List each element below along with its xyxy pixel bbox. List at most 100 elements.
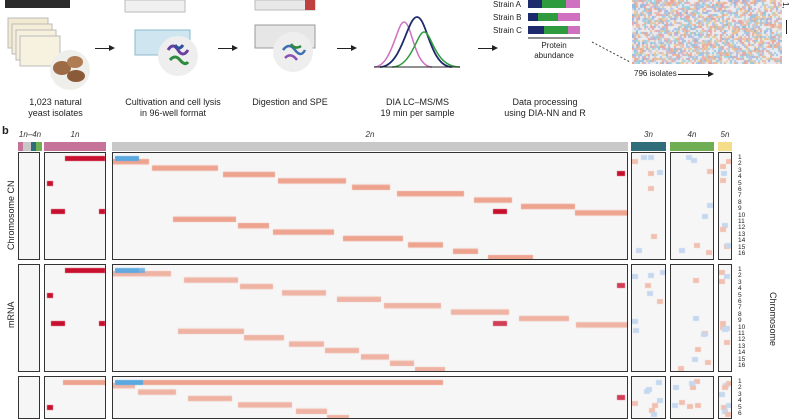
chromosome-number: 16: [738, 362, 746, 369]
chromosome-number: 14: [738, 237, 746, 245]
workflow-arrow: [478, 45, 498, 51]
heatmap-cells: [671, 377, 713, 418]
workflow-arrow: [218, 45, 238, 51]
chromosome-number: 10: [738, 323, 746, 331]
chromosome-number: 6: [738, 410, 742, 417]
heatmap-block: [112, 376, 628, 419]
heatmap-cells: [719, 153, 731, 259]
heatmap-y-arrow: [786, 20, 787, 34]
heatmap-block: [718, 152, 732, 260]
workflow-caption: DIA LC–MS/MS 19 min per sample: [380, 97, 455, 118]
digestion-illustration: [254, 0, 316, 72]
ploidy-label: 3n: [644, 130, 653, 139]
workflow-caption: Cultivation and cell lysis in 96-well fo…: [125, 97, 221, 118]
ploidy-bar-1n: [44, 142, 106, 151]
strain-label: Strain B: [493, 13, 522, 22]
chromatogram-illustration: [373, 16, 461, 68]
chromosome-number: 13: [738, 342, 746, 350]
chromosome-number: 14: [738, 349, 746, 357]
heatmap-block: [44, 152, 106, 260]
chromosome-number: 3: [738, 278, 742, 286]
workflow-arrow: [95, 45, 115, 51]
heatmap-cells: [45, 153, 105, 259]
chromosome-number: 5: [738, 403, 742, 411]
chromosome-number: 3: [738, 390, 742, 398]
chromosome-number: 5: [738, 179, 742, 187]
chromosome-number: 2: [738, 384, 742, 392]
ploidy-bar-mixed: [18, 142, 42, 151]
heatmap-cells: [19, 265, 39, 371]
heatmap-cells: [719, 377, 731, 418]
chromosome-number: 9: [738, 317, 742, 325]
chromosome-number: 4: [738, 173, 742, 181]
heatmap-block: [112, 152, 628, 260]
heatmap-axis-label: 796 isolates: [634, 69, 677, 78]
chromosome-number: 9: [738, 205, 742, 213]
ploidy-label: 5n: [720, 130, 730, 139]
row-label-mrna: mRNA: [6, 301, 16, 329]
protein-abundance-label: Protein abundance: [534, 41, 574, 60]
workflow-caption: 1,023 natural yeast isolates: [28, 97, 83, 118]
strain-label: Strain C: [493, 26, 522, 35]
strain-label: Strain A: [493, 0, 522, 9]
heatmap-cells: [632, 265, 665, 371]
heatmap-cells: [113, 265, 627, 371]
chromosome-number: 11: [738, 330, 745, 337]
ploidy-label: 2n: [365, 130, 375, 139]
workflow-caption: Digestion and SPE: [252, 97, 328, 107]
heatmap-block: [670, 376, 714, 419]
ploidy-bar-5n: [718, 142, 732, 151]
heatmap-block: [670, 264, 714, 372]
heatmap-cells: [632, 153, 665, 259]
chromosome-number: 6: [738, 298, 742, 305]
workflow-arrow: [337, 45, 357, 51]
chromosome-number: 12: [738, 224, 746, 232]
ploidy-label: 1n–4n: [18, 130, 42, 139]
heatmap-axis-arrow: [678, 71, 714, 77]
heatmap-block: [18, 376, 40, 419]
heatmap-block: [18, 264, 40, 372]
chromosome-number: 3: [738, 166, 742, 174]
ploidy-bar-2n: [112, 142, 628, 151]
heatmap-cells: [19, 377, 39, 418]
heatmap-cells: [671, 153, 713, 259]
chromosome-number: 12: [738, 336, 746, 344]
chromosome-number: 13: [738, 230, 746, 238]
heatmap-block: [18, 152, 40, 260]
dashed-connector: [591, 41, 631, 63]
chromosome-number: 2: [738, 272, 742, 280]
heatmap-cells: [45, 377, 105, 418]
chromosome-number: 1: [738, 154, 742, 161]
ploidy-bar-4n: [670, 142, 714, 151]
heatmap-block: [631, 152, 666, 260]
ploidy-bar-3n: [631, 142, 666, 151]
chromosome-number: 7: [738, 304, 742, 312]
chromosome-number: 5: [738, 291, 742, 299]
chromosome-number: 15: [738, 355, 746, 363]
heatmap-cells: [632, 377, 665, 418]
chromosome-number: 4: [738, 397, 742, 405]
yeast-plates-illustration: [5, 0, 90, 90]
heatmap-block: [631, 264, 666, 372]
chromosome-number: 1: [738, 266, 742, 273]
heatmap-cells: [671, 265, 713, 371]
cultivation-plate-illustration: [124, 0, 198, 76]
heatmap-block: [670, 152, 714, 260]
chromosome-number: 2: [738, 160, 742, 168]
heatmap-block: [44, 264, 106, 372]
heatmap-cells: [719, 265, 731, 371]
heatmap-block: [112, 264, 628, 372]
chromosome-number: 7: [738, 192, 742, 200]
ploidy-label: 1n: [70, 130, 80, 139]
chromosome-number: 16: [738, 250, 746, 257]
proteome-heatmap: [632, 0, 782, 64]
chromosome-number: 8: [738, 310, 742, 318]
workflow-panel: Strain A Strain B Strain C Protein abund…: [0, 0, 800, 120]
row-label-chromosome-cn: Chromosome CN: [6, 180, 16, 250]
heatmap-block: [631, 376, 666, 419]
heatmap-block: [44, 376, 106, 419]
heatmap-block: [718, 264, 732, 372]
chromosome-number: 15: [738, 243, 746, 251]
chromosome-number: 8: [738, 198, 742, 206]
protein-abundance-bars: [528, 0, 580, 39]
